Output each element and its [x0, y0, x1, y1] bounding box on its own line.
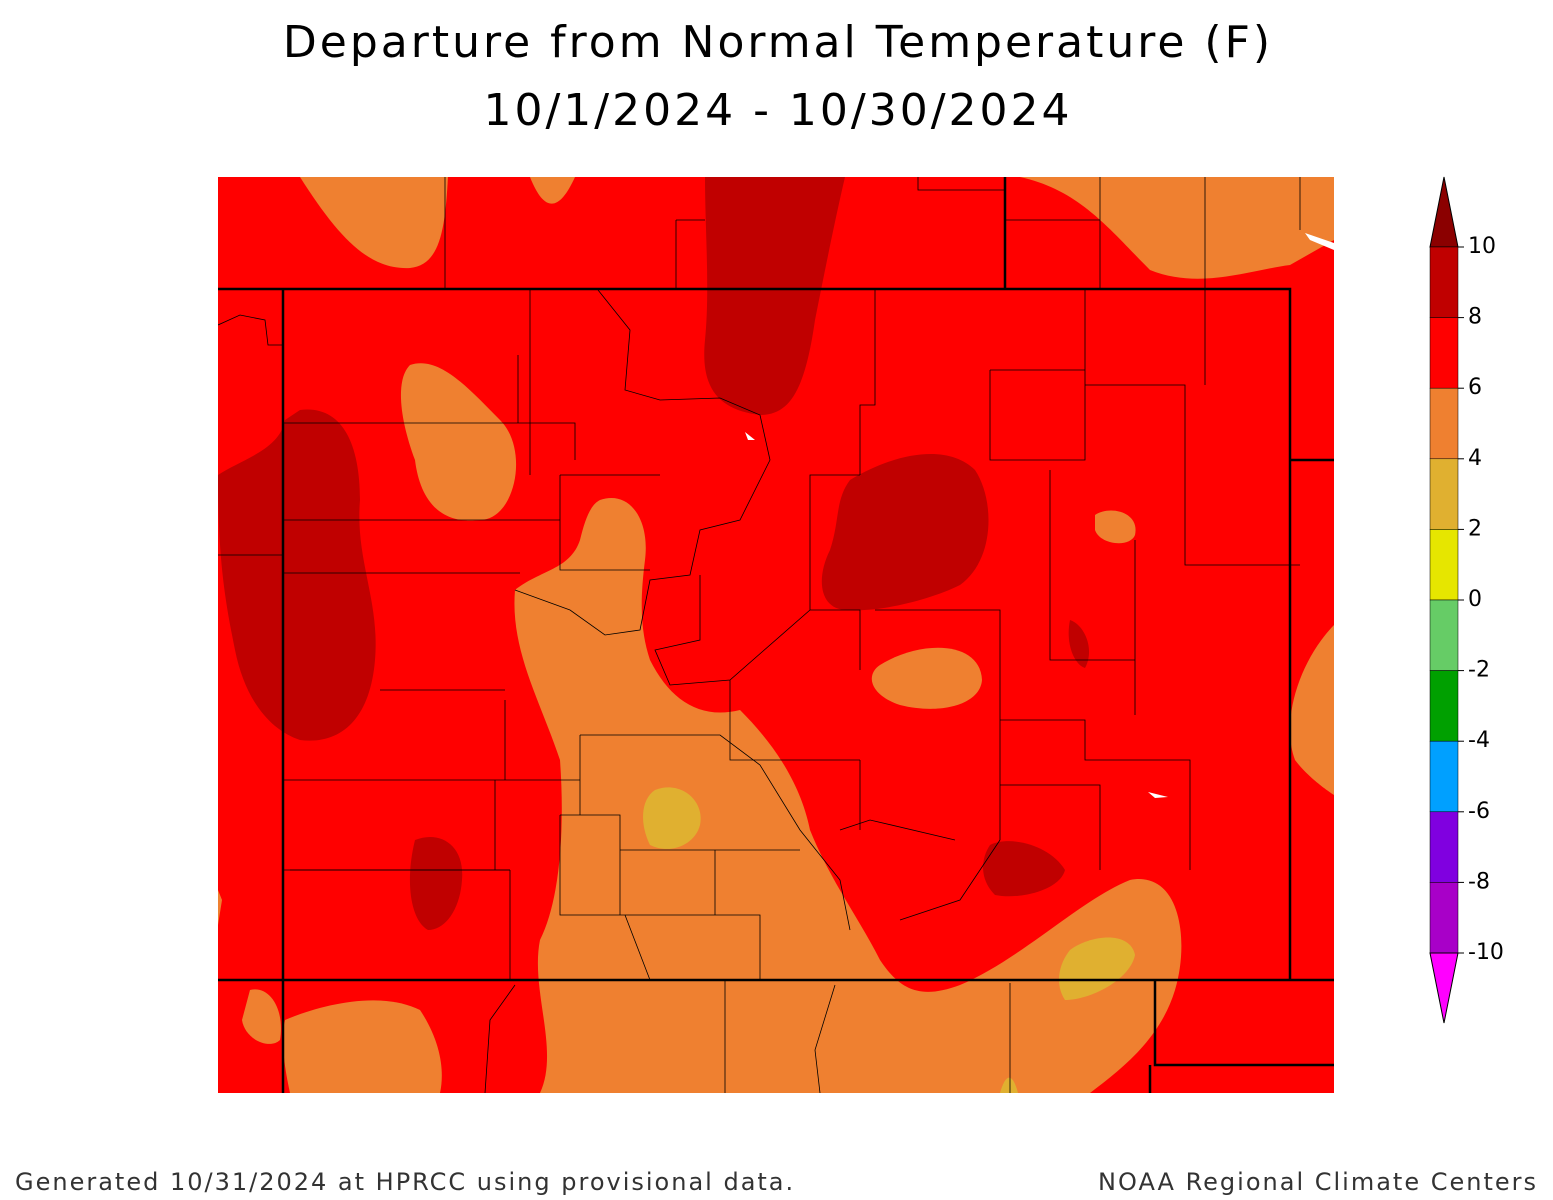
- colorbar-segment: [1429, 529, 1459, 601]
- map: [218, 177, 1334, 1093]
- colorbar-segment: [1429, 811, 1459, 883]
- contour-2-4: [643, 787, 1135, 1093]
- colorbar-segment: [1429, 740, 1459, 813]
- colorbar-tick-label: -10: [1468, 940, 1504, 965]
- colorbar-tick-label: 10: [1468, 234, 1496, 259]
- colorbar-arrow-bottom: [1429, 952, 1459, 1024]
- contour-8-10: [218, 177, 1090, 930]
- footer-right: NOAA Regional Climate Centers: [1098, 1168, 1538, 1196]
- colorbar-tick-label: -2: [1468, 658, 1490, 683]
- county-lines: [218, 177, 1301, 1093]
- map-title: Departure from Normal Temperature (F): [283, 17, 1273, 68]
- colorbar-segment: [1429, 882, 1459, 954]
- colorbar: 10 8 6 4 2 0 -2 -4 -6 -8 -10: [1429, 176, 1504, 1024]
- colorbar-segment: [1429, 317, 1459, 389]
- colorbar-arrow-top: [1429, 176, 1459, 248]
- colorbar-tick-label: 0: [1468, 587, 1482, 612]
- colorbar-tick-label: 6: [1468, 375, 1482, 400]
- colorbar-tick-label: 8: [1468, 305, 1482, 330]
- no-data: [745, 233, 1334, 798]
- colorbar-tick-label: 2: [1468, 516, 1482, 541]
- contour-4-6: [218, 177, 1334, 1093]
- map-subtitle: 10/1/2024 - 10/30/2024: [483, 85, 1072, 136]
- colorbar-segment: [1429, 246, 1459, 318]
- colorbar-tick-label: 4: [1468, 446, 1482, 471]
- colorbar-segment: [1429, 670, 1459, 742]
- colorbar-segment: [1429, 387, 1459, 460]
- footer-left: Generated 10/31/2024 at HPRCC using prov…: [15, 1168, 795, 1196]
- colorbar-tick-label: -6: [1468, 799, 1490, 824]
- state-borders: [218, 177, 1334, 1093]
- colorbar-tick-label: -8: [1468, 869, 1490, 894]
- colorbar-segment: [1429, 458, 1459, 530]
- colorbar-tick-label: -4: [1468, 728, 1490, 753]
- colorbar-segment: [1429, 599, 1459, 671]
